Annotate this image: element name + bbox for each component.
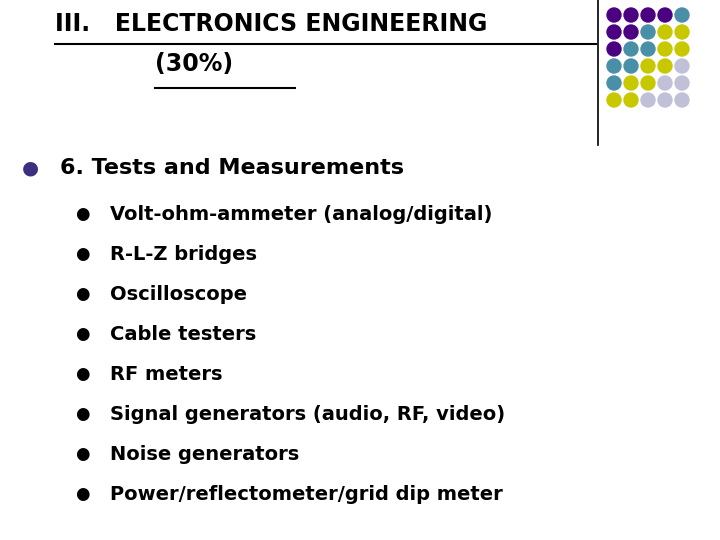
Circle shape <box>624 8 638 22</box>
Circle shape <box>675 93 689 107</box>
Text: R-L-Z bridges: R-L-Z bridges <box>110 245 257 264</box>
Text: (30%): (30%) <box>155 52 233 76</box>
Circle shape <box>607 8 621 22</box>
Text: ●: ● <box>75 365 89 383</box>
Text: Cable testers: Cable testers <box>110 325 256 344</box>
Circle shape <box>607 93 621 107</box>
Circle shape <box>641 59 655 73</box>
Text: Power/reflectometer/grid dip meter: Power/reflectometer/grid dip meter <box>110 485 503 504</box>
Circle shape <box>641 76 655 90</box>
Circle shape <box>624 25 638 39</box>
Text: ●: ● <box>75 485 89 503</box>
Circle shape <box>675 76 689 90</box>
Text: III.   ELECTRONICS ENGINEERING: III. ELECTRONICS ENGINEERING <box>55 12 487 36</box>
Text: RF meters: RF meters <box>110 365 222 384</box>
Text: ●: ● <box>75 445 89 463</box>
Circle shape <box>607 76 621 90</box>
Text: ●: ● <box>75 245 89 263</box>
Circle shape <box>607 42 621 56</box>
Text: ●: ● <box>22 158 39 177</box>
Circle shape <box>641 93 655 107</box>
Circle shape <box>624 76 638 90</box>
Circle shape <box>658 25 672 39</box>
Circle shape <box>641 8 655 22</box>
Text: 6. Tests and Measurements: 6. Tests and Measurements <box>60 158 404 178</box>
Circle shape <box>607 59 621 73</box>
Circle shape <box>624 59 638 73</box>
Circle shape <box>641 42 655 56</box>
Circle shape <box>624 93 638 107</box>
Text: Volt-ohm-ammeter (analog/digital): Volt-ohm-ammeter (analog/digital) <box>110 205 492 224</box>
Text: ●: ● <box>75 325 89 343</box>
Circle shape <box>658 8 672 22</box>
Circle shape <box>658 42 672 56</box>
Text: Noise generators: Noise generators <box>110 445 300 464</box>
Text: Oscilloscope: Oscilloscope <box>110 285 247 304</box>
Circle shape <box>658 93 672 107</box>
Circle shape <box>675 42 689 56</box>
Circle shape <box>675 59 689 73</box>
Circle shape <box>607 25 621 39</box>
Text: Signal generators (audio, RF, video): Signal generators (audio, RF, video) <box>110 405 505 424</box>
Circle shape <box>624 42 638 56</box>
Circle shape <box>641 25 655 39</box>
Text: ●: ● <box>75 405 89 423</box>
Text: ●: ● <box>75 205 89 223</box>
Circle shape <box>675 8 689 22</box>
Circle shape <box>658 76 672 90</box>
Circle shape <box>658 59 672 73</box>
Circle shape <box>675 25 689 39</box>
Text: ●: ● <box>75 285 89 303</box>
